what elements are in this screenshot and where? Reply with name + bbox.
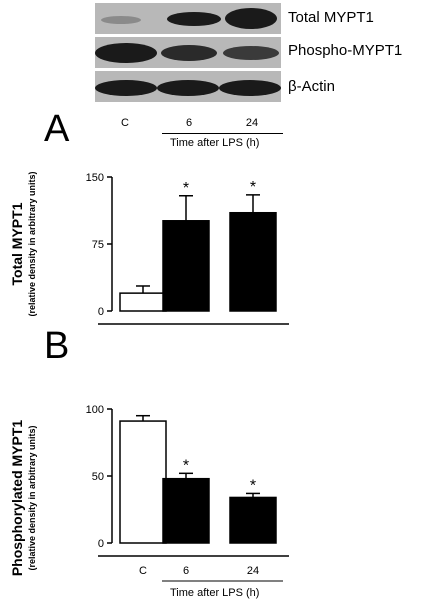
chart-a-significance-24: * [250,179,256,196]
chart-b-category-label-6: 6 [183,565,189,577]
blot-band-total-6 [167,12,221,26]
chart-b-bar-c [119,420,167,544]
blot-row-total [95,3,281,34]
blot-row-actin [95,71,281,102]
chart-b-bar-24 [229,496,277,544]
chart-b: 0 50 100 Phosphorylated MYPT1 (relative dens… [9,404,289,599]
chart-b-ytick-label: 50 [92,471,104,483]
blot-time-line [162,133,283,134]
chart-a-ylabel: Total MYPT1 [9,202,25,285]
panel-letter-b: B [44,325,70,367]
blot-band-actin-c [95,80,157,96]
blot-time-label: Time after LPS (h) [170,137,260,149]
chart-a-ytick-label: 0 [98,306,104,318]
panel-letter-a: A [44,108,70,150]
chart-b-ylabel: Phosphorylated MYPT1 [9,420,25,577]
chart-b-category-label-c: C [139,565,147,577]
blot-band-actin-6 [157,80,219,96]
chart-a-ylabel-sub: (relative density in arbitrary units) [27,171,37,316]
blot-lane-label-c: C [121,117,129,129]
chart-a-significance-6: * [183,180,189,197]
blot-lane-label-24: 24 [245,117,259,129]
blot-band-phospho-24 [223,46,279,60]
blot-label-total: Total MYPT1 [288,9,374,26]
chart-b-ylabel-sub: (relative density in arbitrary units) [27,425,37,570]
chart-a-ytick-label: 75 [92,239,104,251]
chart-a-bar-6 [162,220,210,312]
blot-band-actin-24 [219,80,281,96]
chart-b-significance-24: * [250,477,256,494]
blot-label-actin: β-Actin [288,78,335,95]
chart-b-significance-6: * [183,457,189,474]
chart-b-bar-6 [162,477,210,544]
chart-a-bar-c [119,292,167,312]
chart-b-category-label-24: 24 [247,565,259,577]
blot-row-phospho [95,37,281,68]
chart-a: 0 75 150 Total MYPT1 (relative density in ar… [9,171,289,325]
chart-a-bar-24 [229,211,277,312]
chart-a-ytick-label: 150 [86,172,104,184]
chart-b-ytick-label: 100 [86,404,104,416]
blot-band-total-c [101,16,141,24]
blot-lane-label-6: 6 [185,117,193,129]
chart-b-xlabel: Time after LPS (h) [170,587,259,599]
blot-band-phospho-c [95,43,157,63]
blot-label-phospho: Phospho-MYPT1 [288,42,403,59]
blot-band-total-24 [225,8,277,29]
blot-band-phospho-6 [161,45,217,61]
chart-b-ytick-label: 0 [98,538,104,550]
